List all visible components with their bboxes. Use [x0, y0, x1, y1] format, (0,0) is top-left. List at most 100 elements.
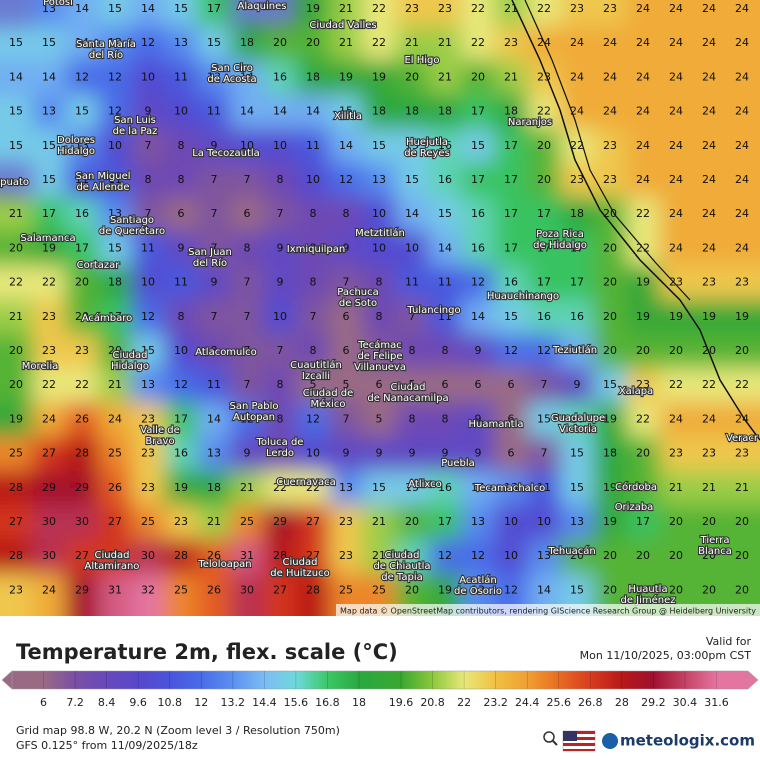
place-label: Lerdo: [266, 448, 294, 459]
temperature-cell: [65, 470, 99, 506]
place-label: Cuautitlán: [290, 359, 342, 371]
temperature-value: 24: [735, 2, 749, 15]
flag-icon[interactable]: [562, 730, 596, 752]
temperature-cell: [659, 368, 693, 403]
place-label: Atlacomulco: [195, 347, 257, 358]
temperature-value: 25: [240, 515, 254, 528]
temperature-value: 23: [669, 447, 683, 460]
place-label: Hidalgo: [57, 146, 95, 157]
temperature-value: 7: [343, 276, 350, 289]
temperature-value: 17: [504, 139, 518, 152]
temperature-value: 22: [471, 36, 485, 49]
temperature-cell: [362, 333, 396, 369]
place-label: de Huitzuco: [270, 568, 329, 579]
place-label: de Soto: [339, 298, 377, 309]
temperature-cell: [164, 333, 198, 369]
place-label: de Tapia: [381, 572, 423, 583]
temperature-value: 18: [372, 105, 386, 118]
temperature-value: 20: [405, 515, 419, 528]
temperature-cell: [428, 26, 462, 61]
temperature-cell: [230, 162, 264, 198]
temperature-cell: [527, 539, 561, 574]
temperature-cell: [98, 368, 132, 403]
temperature-value: 24: [702, 412, 716, 425]
temperature-value: 12: [240, 412, 254, 425]
temperature-cell: [263, 368, 297, 403]
temperature-value: 29: [75, 583, 89, 596]
temperature-cell: [560, 539, 594, 574]
temperature-value: 24: [702, 139, 716, 152]
temperature-value: 24: [636, 70, 650, 83]
temperature-value: 22: [372, 36, 386, 49]
temperature-cell: [32, 504, 66, 540]
zoom-icon[interactable]: [543, 731, 555, 743]
temperature-cell: [32, 436, 66, 472]
temperature-cell: [461, 368, 495, 403]
valid-time: Mon 11/10/2025, 03:00pm CST: [580, 649, 752, 662]
temperature-cell: [395, 333, 429, 369]
temperature-cell: [692, 368, 726, 403]
temperature-value: 16: [471, 241, 485, 254]
place-label: Alaquines: [238, 1, 287, 12]
temperature-cell: [428, 197, 462, 232]
temperature-value: 9: [277, 241, 284, 254]
place-label: Morelia: [22, 361, 58, 372]
temperature-cell: [0, 299, 33, 335]
temperature-value: 25: [174, 583, 188, 596]
temperature-value: 23: [42, 310, 56, 323]
temperature-value: 14: [75, 36, 89, 49]
temperature-cell: [329, 0, 363, 27]
temperature-value: 22: [735, 378, 749, 391]
temperature-cell: [593, 504, 627, 540]
temperature-value: 15: [570, 481, 584, 494]
temperature-value: 6: [376, 378, 383, 391]
temperature-value: 23: [405, 2, 419, 15]
temperature-value: 21: [702, 481, 716, 494]
temperature-value: 13: [537, 549, 551, 562]
temperature-value: 7: [310, 310, 317, 323]
temperature-value: 29: [273, 515, 287, 528]
temperature-value: 20: [702, 344, 716, 357]
temperature-cell: [692, 197, 726, 232]
temperature-cell: [692, 504, 726, 540]
temperature-value: 21: [339, 2, 353, 15]
temperature-cell: [197, 265, 231, 301]
temperature-value: 25: [339, 583, 353, 596]
temperature-value: 9: [442, 447, 449, 460]
temperature-cell: [659, 60, 693, 95]
brand[interactable]: meteologix.com: [620, 732, 755, 750]
colorbar-tick-label: 29.2: [641, 696, 666, 709]
temperature-cell: [32, 368, 66, 403]
temperature-value: 12: [504, 344, 518, 357]
temperature-cell: [626, 265, 660, 301]
temperature-value: 7: [145, 139, 152, 152]
temperature-cell: [197, 333, 231, 369]
temperature-cell: [263, 231, 297, 266]
temperature-cell: [164, 265, 198, 301]
temperature-value: 30: [42, 515, 56, 528]
temperature-value: 24: [735, 241, 749, 254]
temperature-value: 13: [372, 173, 386, 186]
temperature-cell: [428, 470, 462, 506]
temperature-cell: [659, 162, 693, 198]
temperature-cell: [32, 26, 66, 61]
temperature-value: 11: [438, 276, 452, 289]
temperature-cell: [593, 265, 627, 301]
temperature-value: 11: [207, 105, 221, 118]
temperature-value: 21: [372, 515, 386, 528]
temperature-cell: [725, 162, 760, 198]
temperature-value: 16: [75, 207, 89, 220]
temperature-cell: [560, 333, 594, 369]
temperature-value: 7: [244, 276, 251, 289]
place-label: México: [311, 398, 346, 410]
temperature-value: 18: [570, 207, 584, 220]
colorbar-tick-label: 10.8: [157, 696, 182, 709]
temperature-value: 15: [603, 378, 617, 391]
temperature-value: 13: [504, 481, 518, 494]
temperature-cell: [626, 504, 660, 540]
temperature-cell: [527, 265, 561, 301]
temperature-cell: [32, 333, 66, 369]
temperature-value: 24: [42, 583, 56, 596]
temperature-cell: [65, 197, 99, 232]
temperature-value: 9: [475, 344, 482, 357]
